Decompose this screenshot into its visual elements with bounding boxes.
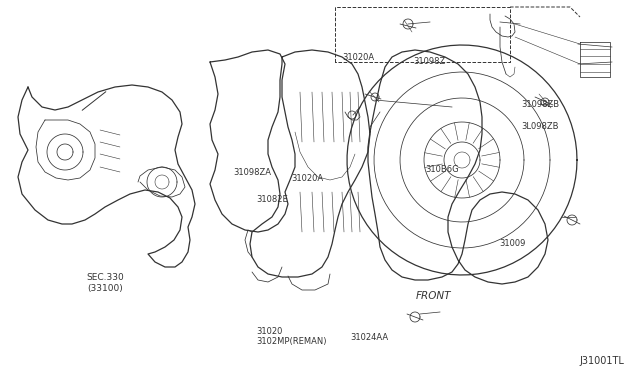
Text: 3L098ZB: 3L098ZB xyxy=(522,122,559,131)
Text: 31082E: 31082E xyxy=(256,195,288,203)
Text: SEC.330
(33100): SEC.330 (33100) xyxy=(87,273,124,293)
Text: 31098ZA: 31098ZA xyxy=(234,169,271,177)
Text: 31020A: 31020A xyxy=(342,53,374,62)
Text: 310B6G: 310B6G xyxy=(426,165,460,174)
Text: 31024AA: 31024AA xyxy=(351,333,389,342)
Text: 31098Z: 31098Z xyxy=(413,57,445,66)
Text: 31020A: 31020A xyxy=(291,174,323,183)
Text: 31009: 31009 xyxy=(499,239,525,248)
Text: 31020
3102MP(REMAN): 31020 3102MP(REMAN) xyxy=(256,327,326,346)
Text: FRONT: FRONT xyxy=(416,291,451,301)
Text: J31001TL: J31001TL xyxy=(579,356,624,366)
Text: 31098ZB: 31098ZB xyxy=(522,100,560,109)
